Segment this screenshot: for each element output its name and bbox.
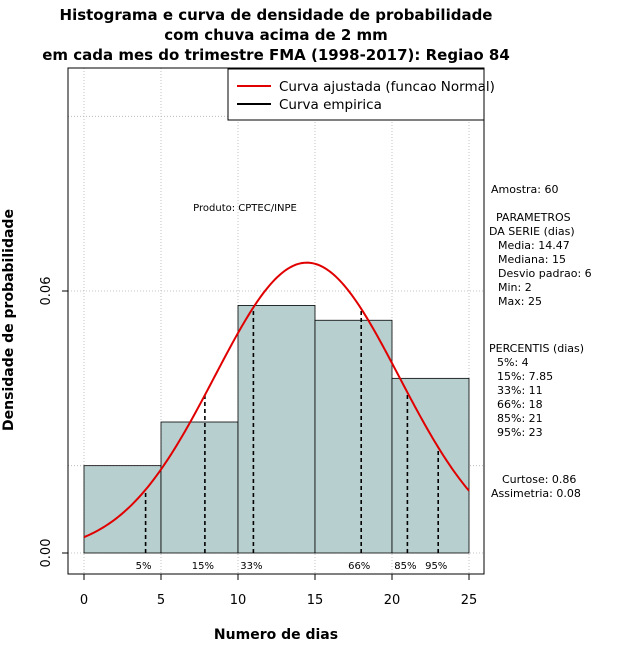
legend-label-empirical: Curva empirica [279,97,382,113]
legend-label-fitted: Curva ajustada (funcao Normal) [279,79,495,95]
histogram-bar-2 [237,305,316,554]
y-axis-label: Densidade de probabilidade [1,209,17,431]
y-tick-label-1: 0.06 [39,277,54,306]
histogram-bar-3 [314,319,393,554]
stat-p33: 33%: 11 [497,384,543,397]
credit-text: Produto: CPTEC/INPE [193,203,297,214]
x-axis: 0 5 10 15 20 25 [80,573,478,608]
percentile-label-0: 5% [136,561,152,572]
percentile-label-3: 66% [348,561,370,572]
percentile-lines: 5% 15% 33% 66% 85% 95% [136,307,447,572]
stat-curtose: Curtose: 0.86 [502,473,576,486]
normal-curve [83,261,470,539]
legend: Curva ajustada (funcao Normal) Curva emp… [227,68,495,121]
chart-title-line-2: com chuva acima de 2 mm [164,26,388,44]
x-tick-label-25: 25 [461,593,478,608]
sample-size: Amostra: 60 [491,183,558,196]
percentile-label-5: 95% [425,561,447,572]
histogram-bar-1 [160,421,239,554]
stats-panel: Amostra: 60 PARAMETROS DA SERIE (dias) M… [489,183,592,500]
chart-title-line-3: em cada mes do trimestre FMA (1998-2017)… [42,46,510,64]
histogram-bar-0 [83,465,162,554]
stat-p15: 15%: 7.85 [497,370,553,383]
stat-desvio: Desvio padrao: 6 [498,267,592,280]
x-tick-label-5: 5 [157,593,165,608]
x-tick-label-10: 10 [230,593,247,608]
y-axis: 0.00 0.06 [39,277,68,568]
percentile-label-4: 85% [394,561,416,572]
params-title-2: DA SERIE (dias) [489,225,575,238]
chart-title-line-1: Histograma e curva de densidade de proba… [60,6,493,24]
stat-p95: 95%: 23 [497,426,543,439]
stat-p5: 5%: 4 [497,356,529,369]
stat-p66: 66%: 18 [497,398,543,411]
stat-assimetria: Assimetria: 0.08 [491,487,581,500]
stat-max: Max: 25 [498,295,542,308]
percentile-label-2: 33% [240,561,262,572]
x-axis-label: Numero de dias [214,627,338,643]
x-tick-label-15: 15 [307,593,324,608]
stat-min: Min: 2 [498,281,532,294]
x-tick-label-20: 20 [384,593,401,608]
stat-media: Media: 14.47 [498,239,570,252]
x-tick-label-0: 0 [80,593,88,608]
params-title-1: PARAMETROS [496,211,571,224]
percentile-label-1: 15% [192,561,214,572]
histogram-bars [83,305,470,554]
legend-box [227,68,485,121]
y-tick-label-0: 0.00 [39,539,54,568]
stat-p85: 85%: 21 [497,412,543,425]
percentis-title: PERCENTIS (dias) [489,342,584,355]
histogram-bar-4 [391,377,470,554]
stat-mediana: Mediana: 15 [498,253,566,266]
